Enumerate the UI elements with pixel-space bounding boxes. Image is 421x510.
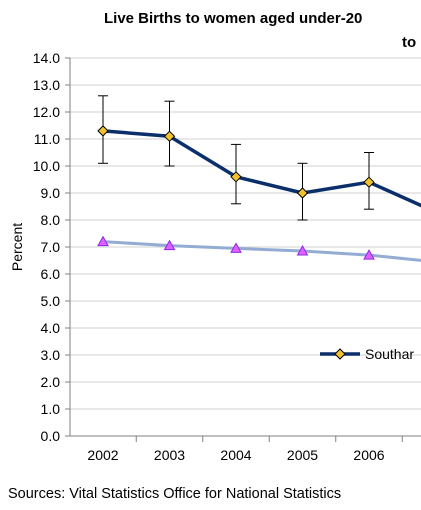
y-tick-label: 2.0 xyxy=(41,374,61,390)
data-point xyxy=(97,235,109,247)
data-point xyxy=(296,187,309,199)
data-point xyxy=(230,242,242,253)
y-tick-label: 10.0 xyxy=(33,158,60,174)
series-line xyxy=(102,240,421,262)
series-line xyxy=(102,129,421,208)
series-0 xyxy=(97,95,421,221)
chart-title-line-1: to xyxy=(402,34,416,51)
y-tick-label: 5.0 xyxy=(41,293,61,309)
legend-marker xyxy=(334,348,346,360)
x-tick-label: 2004 xyxy=(220,447,251,463)
data-point xyxy=(363,176,375,188)
x-tick-label: 2003 xyxy=(154,447,185,463)
y-tick-label: 9.0 xyxy=(41,185,61,201)
data-point xyxy=(230,171,242,183)
y-tick-label: 7.0 xyxy=(41,239,61,255)
y-tick-label: 1.0 xyxy=(41,401,61,417)
legend-label: Southar xyxy=(365,346,414,362)
y-tick-label: 0.0 xyxy=(41,428,61,444)
chart-title-line-0: Live Births to women aged under-20 xyxy=(104,10,362,27)
x-tick-label: 2002 xyxy=(87,447,118,463)
y-tick-label: 3.0 xyxy=(41,347,61,363)
data-point xyxy=(97,125,109,137)
x-tick-label: 2005 xyxy=(287,447,318,463)
plot-area xyxy=(97,95,421,262)
y-tick-label: 13.0 xyxy=(33,77,60,93)
series-1 xyxy=(97,235,421,262)
y-tick-label: 8.0 xyxy=(41,212,61,228)
y-tick-label: 12.0 xyxy=(33,104,60,120)
y-tick-label: 6.0 xyxy=(41,266,61,282)
data-point xyxy=(363,249,375,260)
x-tick-label: 2006 xyxy=(353,447,384,463)
y-tick-label: 14.0 xyxy=(33,50,60,66)
legend: Southar xyxy=(320,346,414,362)
source-note: Sources: Vital Statistics Office for Nat… xyxy=(8,486,342,502)
data-point xyxy=(163,239,176,251)
data-point xyxy=(163,130,176,143)
y-axis-label: Percent xyxy=(9,223,25,271)
y-tick-label: 11.0 xyxy=(34,131,60,147)
data-point xyxy=(296,245,309,256)
y-tick-label: 4.0 xyxy=(41,320,61,336)
